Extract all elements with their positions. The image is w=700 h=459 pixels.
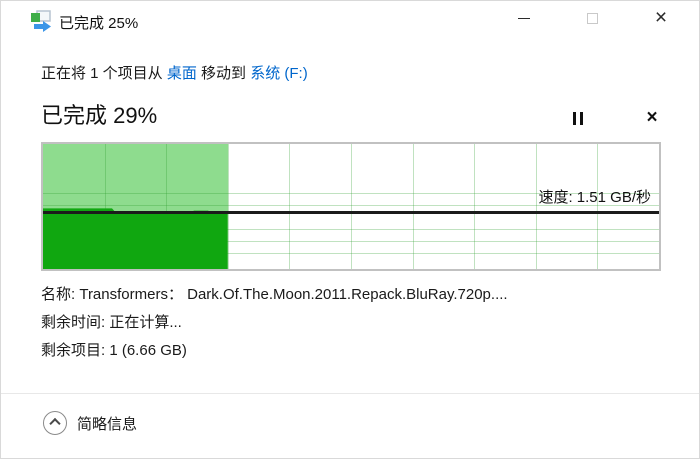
- progress-heading: 已完成 29%: [41, 103, 158, 128]
- source-folder-link[interactable]: 桌面: [166, 65, 197, 82]
- transfer-verb: 移动到: [201, 65, 247, 82]
- cancel-icon: ×: [646, 107, 658, 128]
- maximize-icon: [586, 12, 598, 24]
- current-speed-line: [43, 211, 659, 214]
- speed-history-area: [43, 208, 228, 269]
- minimize-button[interactable]: [501, 2, 547, 34]
- pause-icon: [573, 111, 583, 125]
- move-items-icon: [30, 10, 54, 33]
- close-icon: ×: [654, 6, 668, 29]
- speed-label: 速度: 1.51 GB/秒: [538, 189, 651, 206]
- time-remaining-line: 剩余时间: 正在计算...: [41, 314, 182, 331]
- fewer-details-toggle[interactable]: 简略信息: [43, 411, 137, 435]
- pause-button[interactable]: [562, 104, 594, 132]
- transfer-prefix: 正在将 1 个项目从: [41, 65, 163, 82]
- speed-chart: 速度: 1.51 GB/秒: [41, 142, 661, 271]
- transfer-details: 名称: Transformers： Dark.Of.The.Moon.2011.…: [41, 281, 508, 365]
- file-name-line: 名称: Transformers： Dark.Of.The.Moon.2011.…: [41, 286, 508, 303]
- progress-fill: [43, 144, 228, 215]
- separator: [1, 393, 699, 394]
- items-remaining-line: 剩余项目: 1 (6.66 GB): [41, 342, 187, 359]
- destination-drive-link[interactable]: 系统 (F:): [250, 65, 308, 82]
- chart-gridlines: [43, 144, 659, 269]
- transfer-description: 正在将 1 个项目从 桌面 移动到 系统 (F:): [41, 62, 308, 83]
- minimize-icon: [518, 17, 530, 19]
- close-button[interactable]: ×: [638, 2, 684, 34]
- cancel-button[interactable]: ×: [636, 104, 668, 132]
- fewer-details-label: 简略信息: [77, 415, 138, 433]
- titlebar: 已完成 25% ×: [1, 1, 699, 41]
- chevron-up-circle-icon: [43, 411, 67, 435]
- window-title: 已完成 25%: [59, 15, 139, 32]
- maximize-button[interactable]: [569, 2, 615, 34]
